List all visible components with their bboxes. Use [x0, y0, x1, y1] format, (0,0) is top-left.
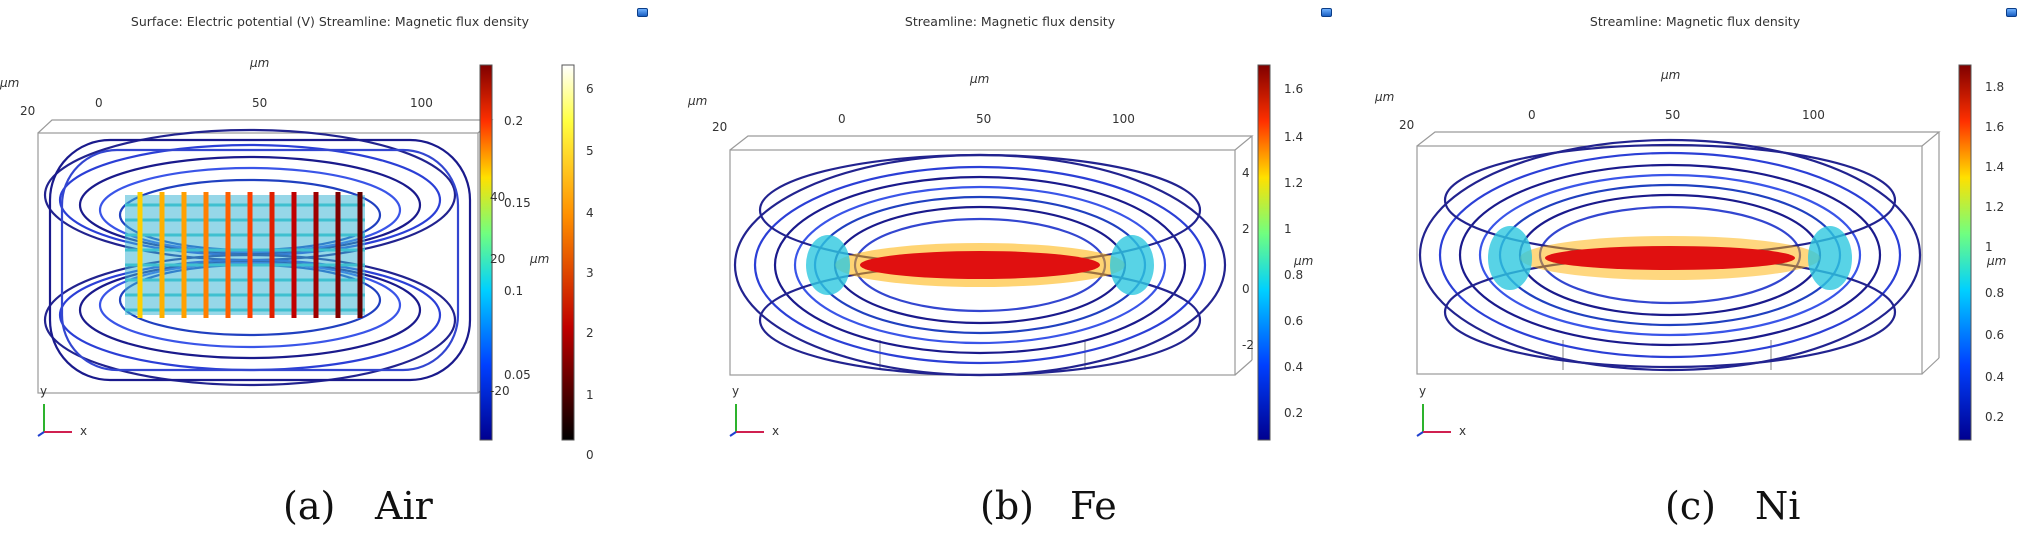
panel-title: Streamline: Magnetic flux density [1589, 14, 1801, 29]
colorbar-surface-tick: 3 [586, 266, 594, 280]
camera-icon[interactable] [2006, 8, 2017, 17]
colorbar-surface-tick: 5 [586, 144, 594, 158]
axes-y-label: y [40, 384, 48, 398]
colorbar-tick: 0.2 [1985, 410, 2005, 424]
colorbar-surface-tick: 0 [586, 448, 594, 462]
plot-ni [1416, 64, 1972, 441]
side-tick-m20: -20 [490, 384, 510, 398]
side-unit-label: μm [1294, 254, 1314, 268]
caption-material: Fe [1070, 484, 1117, 528]
axis-unit-label: μm [970, 72, 990, 86]
side-tick-m2: -2 [1242, 338, 1254, 352]
panel-ni: Streamline: Magnetic flux density μm μm … [1365, 0, 2025, 534]
coordinate-axes [729, 404, 764, 437]
colorbar-surface [561, 64, 575, 441]
z-tick: 20 [712, 120, 728, 134]
axes-y-label: y [1419, 384, 1427, 398]
x-tick-0: 0 [95, 96, 103, 110]
x-tick-50: 50 [976, 112, 992, 126]
coordinate-axes [1416, 404, 1451, 437]
colorbar-tick: 0.4 [1284, 360, 1304, 374]
colorbar-tick: 1.2 [1985, 200, 2005, 214]
z-unit-label: μm [1375, 90, 1395, 104]
x-tick-0: 0 [1528, 108, 1536, 122]
panel-title: Surface: Electric potential (V) Streamli… [130, 14, 530, 29]
camera-icon[interactable] [1321, 8, 1332, 17]
colorbar-streamline-tick: 0.1 [504, 284, 524, 298]
core-field [1488, 226, 1852, 290]
camera-icon[interactable] [637, 8, 648, 17]
colorbar-streamline-tick: 0.05 [504, 368, 531, 382]
x-tick-50: 50 [252, 96, 268, 110]
colorbar-tick: 1 [1284, 222, 1292, 236]
colorbar-tick: 1.4 [1284, 130, 1304, 144]
colorbar-tick: 1.8 [1985, 80, 2005, 94]
side-tick-20: 20 [490, 252, 506, 266]
side-tick-0: 0 [1242, 282, 1250, 296]
z-tick: 20 [1399, 118, 1415, 132]
colorbar-streamline [1257, 64, 1271, 441]
x-tick-0: 0 [838, 112, 846, 126]
axis-unit-label: μm [250, 56, 270, 70]
colorbar-tick: 0.8 [1284, 268, 1304, 282]
panel-title: Streamline: Magnetic flux density [904, 14, 1116, 29]
colorbar-tick: 0.2 [1284, 406, 1304, 420]
core-field [806, 235, 1154, 295]
axis-unit-label: μm [1661, 68, 1681, 82]
axes-x-label: x [1459, 424, 1467, 438]
z-unit-label: μm [0, 76, 20, 90]
x-tick-100: 100 [1802, 108, 1825, 122]
caption-letter: (b) [980, 484, 1034, 528]
plot-fe [729, 64, 1271, 441]
colorbar-tick: 0.8 [1985, 286, 2005, 300]
side-tick-40: 40 [490, 190, 506, 204]
side-unit-label: μm [1987, 254, 2007, 268]
colorbar-tick: 1.4 [1985, 160, 2005, 174]
colorbar-streamline [479, 64, 493, 441]
panel-air: Surface: Electric potential (V) Streamli… [0, 0, 660, 534]
colorbar-surface-tick: 6 [586, 82, 594, 96]
x-tick-100: 100 [410, 96, 433, 110]
side-tick-2: 2 [1242, 222, 1250, 236]
side-unit-label: μm [530, 252, 550, 266]
colorbar-tick: 1.6 [1985, 120, 2005, 134]
colorbar-streamline-tick: 0.2 [504, 114, 524, 128]
axes-y-label: y [732, 384, 740, 398]
coil-body [125, 192, 365, 318]
colorbar-tick: 0.6 [1985, 328, 2005, 342]
z-tick: 20 [20, 104, 36, 118]
colorbar-surface-tick: 1 [586, 388, 594, 402]
x-tick-50: 50 [1665, 108, 1681, 122]
colorbar-surface-tick: 4 [586, 206, 594, 220]
colorbar-tick: 1.2 [1284, 176, 1304, 190]
x-tick-100: 100 [1112, 112, 1135, 126]
axes-x-label: x [772, 424, 780, 438]
caption-material: Air [375, 484, 433, 528]
colorbar-tick: 0.4 [1985, 370, 2005, 384]
coordinate-axes [37, 404, 72, 437]
colorbar-streamline [1958, 64, 1972, 441]
colorbar-tick: 1 [1985, 240, 1993, 254]
caption-letter: (c) [1665, 484, 1716, 528]
panel-fe: Streamline: Magnetic flux density μm μm … [680, 0, 1340, 534]
side-tick-4: 4 [1242, 166, 1250, 180]
colorbar-surface-tick: 2 [586, 326, 594, 340]
axes-x-label: x [80, 424, 88, 438]
caption-material: Ni [1755, 484, 1801, 528]
caption-letter: (a) [283, 484, 336, 528]
plot-air [37, 64, 575, 441]
colorbar-streamline-tick: 0.15 [504, 196, 531, 210]
colorbar-tick: 0.6 [1284, 314, 1304, 328]
z-unit-label: μm [688, 94, 708, 108]
colorbar-tick: 1.6 [1284, 82, 1304, 96]
